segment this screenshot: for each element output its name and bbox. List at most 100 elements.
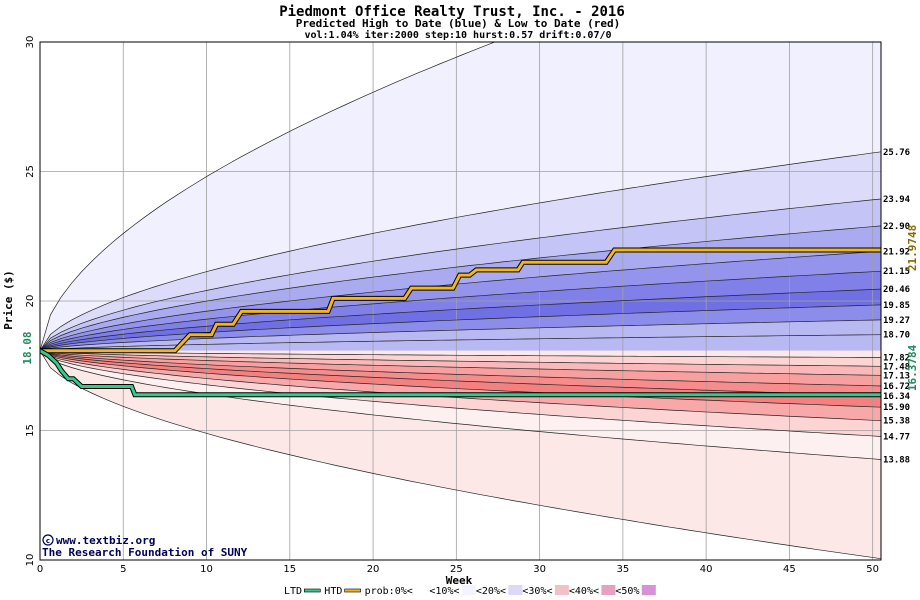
level-label: 21.15 — [883, 267, 910, 277]
level-label: 15.38 — [883, 417, 910, 427]
low-band-9 — [40, 350, 881, 559]
y-tick-label: 20 — [25, 295, 36, 308]
level-line — [40, 350, 881, 460]
chart-params: vol:1.04% iter:2000 step:10 hurst:0.57 d… — [304, 29, 611, 41]
copyright-icon-letter: c — [46, 537, 50, 545]
high-band-4 — [40, 251, 881, 351]
level-label: 14.77 — [883, 432, 910, 442]
level-label: 15.90 — [883, 403, 910, 413]
level-line — [40, 304, 881, 352]
level-label: 17.82 — [883, 353, 910, 363]
level-label: 13.88 — [883, 456, 910, 466]
x-tick-label: 20 — [367, 564, 380, 575]
level-line — [40, 350, 881, 422]
legend-label: <20%< — [476, 586, 506, 597]
level-label: 19.27 — [883, 316, 910, 326]
legend-label: <50% — [615, 586, 639, 597]
start-price-label: 18.08 — [21, 331, 34, 364]
low-band-4 — [40, 350, 881, 396]
high-band-7 — [40, 304, 881, 351]
high-band-9 — [40, 334, 881, 351]
legend: LTD HTD prob:0%< <10%< <20%< <30%< <40%< <50% — [284, 585, 656, 597]
plot-frame — [39, 41, 882, 561]
high-band-1 — [40, 151, 881, 351]
credit-url: www.textbiz.org — [56, 534, 155, 547]
low-band-6 — [40, 350, 881, 421]
high-band-2 — [40, 199, 881, 351]
level-label: 22.90 — [883, 222, 910, 232]
legend-color-swatch — [554, 585, 569, 595]
high-band-6 — [40, 289, 881, 351]
level-line — [40, 350, 881, 560]
low-band-3 — [40, 350, 881, 386]
level-line — [40, 350, 881, 358]
level-line — [40, 250, 881, 351]
legend-label: HTD — [324, 586, 342, 597]
level-line — [40, 198, 881, 351]
x-axis-label: Week — [446, 574, 473, 587]
level-label: 21.92 — [883, 247, 910, 257]
x-tick-label: 30 — [533, 564, 546, 575]
htd-value-label: 21.9748 — [906, 225, 919, 271]
legend-label: <40%< — [569, 586, 599, 597]
chart-subtitle: Predicted High to Date (blue) & Low to D… — [296, 17, 621, 30]
level-line — [40, 350, 881, 376]
y-tick-label: 15 — [25, 424, 36, 437]
x-tick-label: 10 — [200, 564, 213, 575]
level-line — [40, 350, 881, 408]
htd-line — [40, 248, 881, 353]
low-band-2 — [40, 350, 881, 376]
level-line — [40, 225, 881, 351]
legend-line-swatch — [344, 588, 361, 593]
credit-org: The Research Foundation of SUNY — [42, 546, 248, 559]
x-tick-label: 5 — [120, 564, 126, 575]
low-band-1 — [40, 350, 881, 367]
probability-bands — [40, 42, 881, 559]
legend-label: LTD — [284, 586, 302, 597]
level-label: 16.34 — [883, 392, 911, 402]
legend-label: <10%< — [429, 586, 459, 597]
high-band-5 — [40, 271, 881, 351]
legend-color-swatch — [641, 585, 656, 595]
ltd-value-label: 16.3784 — [906, 344, 919, 391]
level-label: 25.76 — [883, 148, 910, 158]
high-band-0 — [40, 42, 881, 351]
level-label: 19.85 — [883, 301, 910, 311]
x-tick-label: 35 — [617, 564, 630, 575]
level-line — [40, 350, 881, 397]
level-line — [40, 319, 881, 352]
plot-area: 25.76 23.94 22.90 21.92 21.15 20.46 19.85 19.27… — [25, 36, 911, 575]
x-tick-label: 25 — [450, 564, 463, 575]
level-label: 17.48 — [883, 362, 910, 372]
legend-label: prob:0%< — [365, 586, 413, 597]
ltd-line — [40, 349, 881, 397]
level-line — [40, 270, 881, 351]
credit: c www.textbiz.org The Research Foundatio… — [42, 534, 248, 559]
level-label: 23.94 — [883, 195, 911, 205]
level-line — [40, 350, 881, 367]
low-band-8 — [40, 350, 881, 460]
high-band-8 — [40, 319, 881, 351]
x-tick-label: 40 — [700, 564, 713, 575]
level-line — [40, 288, 881, 352]
legend-label: <30%< — [522, 586, 552, 597]
legend-color-swatch — [508, 585, 523, 595]
level-line — [40, 350, 881, 387]
x-tick-label: 50 — [866, 564, 879, 575]
level-line — [40, 350, 881, 437]
y-axis-label: Price ($) — [2, 270, 15, 330]
level-label: 16.72 — [883, 382, 910, 392]
level-label: 18.70 — [883, 331, 910, 341]
legend-color-swatch — [461, 585, 476, 595]
x-tick-label: 45 — [783, 564, 796, 575]
y-tick-label: 30 — [25, 36, 36, 49]
legend-line-swatch — [303, 588, 321, 593]
low-band-0 — [40, 350, 881, 358]
y-tick-label: 25 — [25, 165, 36, 178]
level-lines — [40, 42, 881, 560]
legend-color-swatch — [415, 585, 430, 595]
copyright-icon — [42, 534, 54, 546]
low-band-7 — [40, 350, 881, 437]
level-line — [40, 42, 496, 351]
